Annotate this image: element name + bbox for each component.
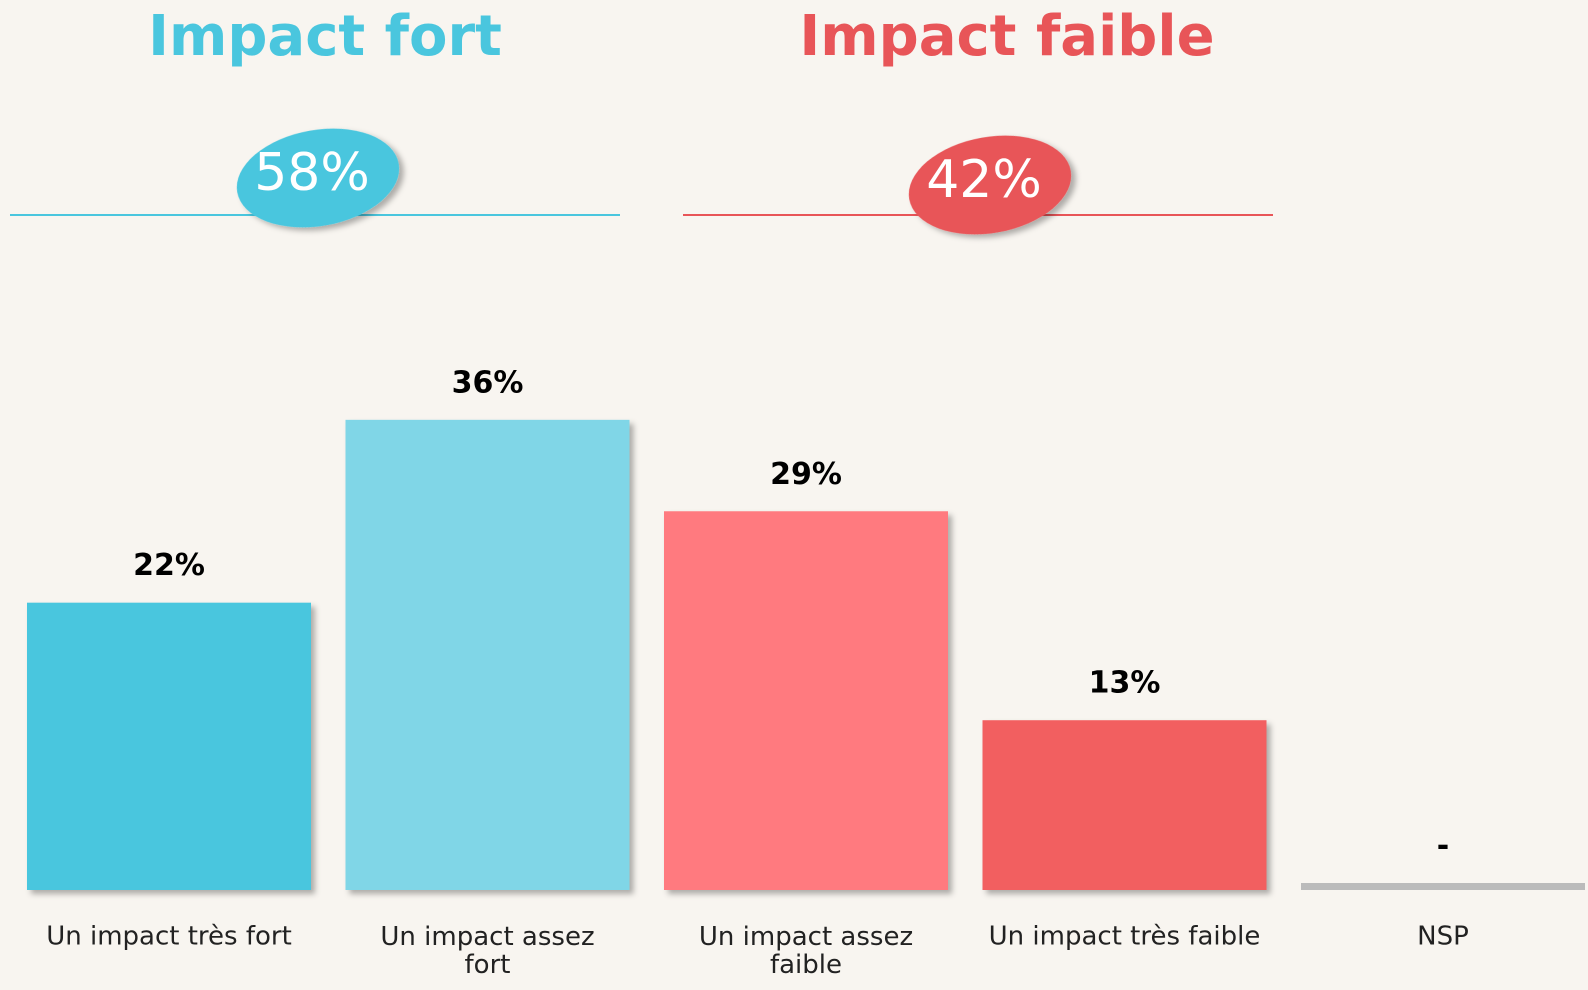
bar [345, 419, 630, 890]
value-label: 13% [1089, 666, 1161, 701]
group-title: Impact fort [148, 4, 502, 69]
x-tick-label: Un impact très faible [989, 922, 1261, 952]
bar [664, 511, 948, 890]
group-title: Impact faible [799, 4, 1214, 69]
value-label: 29% [770, 457, 842, 492]
x-tick-label: Un impact assez faible [699, 922, 913, 980]
x-tick-label: Un impact très fort [46, 922, 292, 952]
group-total-label: 58% [254, 143, 370, 203]
empty-bar [1301, 883, 1585, 890]
value-label: 36% [452, 365, 524, 400]
group-total-label: 42% [926, 150, 1042, 210]
value-label: - [1437, 829, 1449, 864]
bar [982, 720, 1267, 890]
group-total-badge [908, 135, 1072, 235]
value-label: 22% [133, 548, 205, 583]
group-total-badge [236, 128, 400, 228]
x-tick-label: NSP [1417, 922, 1469, 952]
bar [27, 602, 311, 890]
x-tick-label: Un impact assez fort [380, 922, 594, 980]
